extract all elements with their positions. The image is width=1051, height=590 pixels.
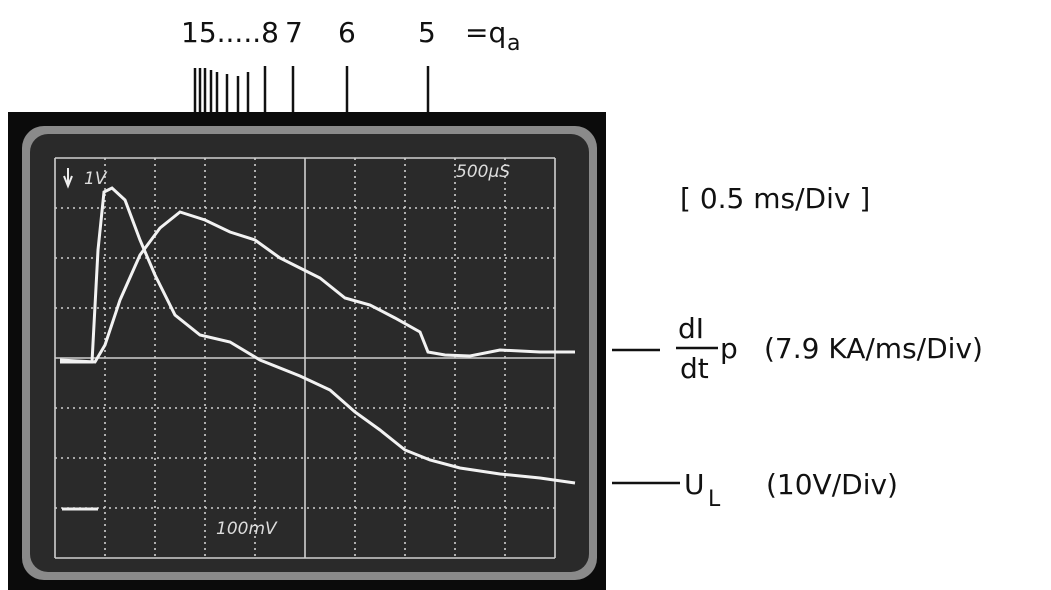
q-label: 7: [285, 16, 303, 49]
body: 15.....8 7 6 5 =q a 1V 500µS 100mV [ 0.5…: [0, 0, 1051, 590]
q-equals: =q: [465, 16, 506, 49]
symbol-num: dI: [678, 312, 704, 345]
screen-label: 1V: [84, 169, 108, 189]
page: {"q_labels": {"items": ["15.....8", "7",…: [0, 0, 1051, 590]
q-subscript: a: [507, 31, 520, 56]
symbol-sub: L: [708, 487, 721, 512]
screen-label: 500µS: [456, 162, 510, 182]
timebase: [ 0.5 ms/Div ]: [680, 182, 870, 215]
scale: (10V/Div): [766, 468, 898, 501]
scale: (7.9 KA/ms/Div): [764, 332, 983, 365]
q-label: 6: [338, 16, 356, 49]
q-label: 15.....8: [181, 16, 279, 49]
symbol: U: [684, 468, 705, 501]
q-label: 5: [418, 16, 436, 49]
figure: 15.....8 7 6 5 =q a 1V 500µS 100mV [ 0.5…: [0, 0, 1051, 590]
symbol-sub: p: [720, 332, 738, 365]
symbol-den: dt: [680, 352, 709, 385]
screen-label: 100mV: [216, 519, 278, 539]
